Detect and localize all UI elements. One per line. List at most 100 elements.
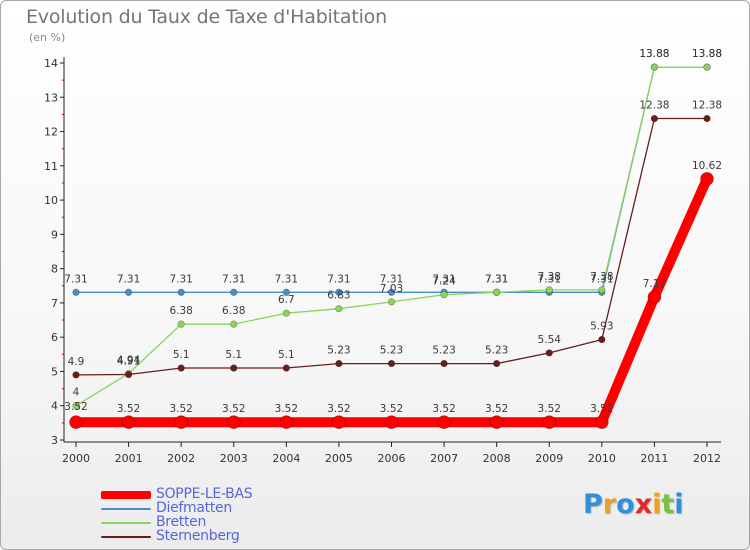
data-point: [542, 415, 557, 429]
x-tick-label: 2001: [115, 452, 143, 465]
data-point: [124, 288, 133, 296]
data-point: [650, 63, 659, 71]
data-label: 3.52: [538, 403, 561, 415]
y-tick-label: 5: [51, 365, 58, 378]
logo-letter: t: [661, 489, 675, 520]
data-point: [230, 288, 238, 296]
data-label: 7.31: [222, 273, 245, 285]
data-label: 7.31: [117, 273, 140, 285]
data-label: 5.23: [485, 345, 508, 357]
data-label: 3.52: [117, 403, 140, 415]
data-point: [174, 415, 188, 429]
data-label: 4.9: [68, 356, 85, 368]
data-point: [598, 335, 606, 344]
logo-letter: r: [602, 489, 617, 520]
chart-title: Evolution du Taux de Taxe d'Habitation: [26, 6, 387, 28]
legend-label: Diefmatten: [156, 500, 232, 516]
legend-label: Bretten: [156, 514, 207, 530]
legend-swatch: [101, 491, 151, 499]
logo-letter: P: [583, 489, 603, 520]
data-point: [72, 288, 80, 296]
chart-subtitle: (en %): [29, 31, 66, 44]
data-label: 7.31: [275, 273, 298, 285]
data-point: [121, 415, 136, 429]
data-label: 4.91: [117, 356, 140, 368]
series-line-diefmatten: [75, 66, 708, 293]
data-label: 13.88: [639, 48, 669, 60]
legend-swatch: [101, 536, 151, 538]
data-label: 5.93: [590, 321, 613, 333]
data-point: [177, 320, 185, 328]
data-label: 6.7: [278, 294, 295, 306]
x-tick-label: 2012: [693, 452, 721, 465]
data-point: [124, 370, 133, 379]
data-label: 4.94: [117, 355, 141, 367]
data-point: [177, 364, 185, 372]
data-point: [72, 371, 80, 379]
data-label: 5.23: [327, 345, 350, 357]
data-point: [703, 63, 711, 71]
data-point: [335, 359, 343, 368]
data-point: [595, 415, 609, 429]
legend-swatch: [101, 508, 151, 510]
legend-label: SOPPE-LE-BAS: [156, 486, 253, 502]
data-point: [493, 288, 501, 296]
data-label: 5.1: [278, 349, 295, 361]
y-tick-label: 6: [51, 331, 58, 344]
data-label: 3.52: [380, 403, 403, 415]
x-tick-label: 2009: [535, 452, 563, 465]
data-point: [384, 415, 399, 429]
data-label: 10.62: [692, 160, 722, 172]
data-label: 7.31: [485, 273, 508, 285]
data-label: 7.38: [590, 271, 613, 283]
data-point: [545, 349, 553, 357]
data-point: [72, 402, 80, 410]
data-point: [489, 415, 504, 429]
data-point: [332, 415, 346, 429]
data-label: 12.38: [639, 100, 669, 112]
y-tick-label: 14: [44, 57, 58, 70]
data-label: 7.24: [432, 276, 456, 288]
data-point: [545, 286, 553, 294]
data-point: [177, 288, 185, 296]
y-tick-label: 4: [51, 400, 58, 413]
data-point: [282, 364, 290, 372]
y-tick-label: 3: [51, 434, 58, 447]
data-label: 6.38: [222, 305, 245, 317]
data-label: 3.52: [169, 403, 192, 415]
data-point: [230, 320, 238, 328]
data-point: [387, 298, 396, 306]
data-label: 13.88: [639, 48, 669, 60]
data-point: [440, 359, 448, 368]
y-tick-label: 13: [44, 91, 58, 104]
proxiti-logo: Proxiti: [583, 489, 684, 520]
data-label: 6.83: [327, 290, 350, 302]
y-tick-label: 9: [51, 228, 58, 241]
data-label: 7.31: [169, 273, 192, 285]
data-point: [437, 415, 451, 429]
x-tick-label: 2002: [167, 452, 195, 465]
x-tick-label: 2007: [430, 452, 458, 465]
data-label: 7.31: [485, 273, 508, 285]
y-tick-label: 8: [51, 263, 58, 276]
logo-letter: i: [674, 489, 684, 520]
x-tick-label: 2006: [378, 452, 406, 465]
data-label: 3.52: [327, 403, 350, 415]
data-label: 7.31: [590, 273, 613, 285]
data-point: [226, 415, 241, 429]
data-point: [598, 286, 606, 294]
x-tick-label: 2005: [325, 452, 353, 465]
data-label: 7.17: [643, 278, 666, 290]
data-point: [703, 114, 711, 123]
legend-label: Sternenberg: [156, 528, 240, 544]
data-label: 12.38: [692, 100, 722, 112]
data-label: 7.31: [432, 273, 455, 285]
x-tick-label: 2003: [220, 452, 248, 465]
logo-letter: o: [616, 489, 635, 520]
data-label: 6.38: [169, 305, 192, 317]
data-label: 7.03: [380, 283, 403, 295]
data-label: 3.52: [485, 403, 508, 415]
data-point: [650, 114, 659, 123]
